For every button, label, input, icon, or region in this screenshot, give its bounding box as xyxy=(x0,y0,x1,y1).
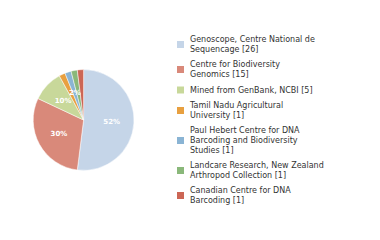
svg-text:Mined from GenBank, NCBI [5]: Mined from GenBank, NCBI [5] xyxy=(190,86,313,95)
svg-text:Centre for Biodiversity: Centre for Biodiversity xyxy=(190,60,280,69)
svg-text:Canadian Centre for DNA: Canadian Centre for DNA xyxy=(190,186,291,195)
svg-text:52%: 52% xyxy=(103,118,120,126)
svg-text:Studies [1]: Studies [1] xyxy=(190,146,234,155)
svg-text:Landcare Research, New Zealand: Landcare Research, New Zealand xyxy=(190,161,324,170)
svg-text:Barcoding [1]: Barcoding [1] xyxy=(190,196,244,205)
svg-text:Genoscope, Centre National de: Genoscope, Centre National de xyxy=(190,35,315,44)
svg-text:Sequencage [26]: Sequencage [26] xyxy=(190,45,258,54)
svg-text:Arthropod Collection [1]: Arthropod Collection [1] xyxy=(190,171,286,180)
svg-text:University [1]: University [1] xyxy=(190,111,244,120)
svg-text:2%: 2% xyxy=(69,89,81,97)
svg-text:Paul Hebert Centre for DNA: Paul Hebert Centre for DNA xyxy=(190,126,300,135)
svg-text:Barcoding and Biodiversity: Barcoding and Biodiversity xyxy=(190,136,298,145)
svg-text:Genomics [15]: Genomics [15] xyxy=(190,70,249,79)
svg-text:10%: 10% xyxy=(55,97,72,105)
svg-text:30%: 30% xyxy=(51,130,68,138)
svg-text:Tamil Nadu Agricultural: Tamil Nadu Agricultural xyxy=(189,101,283,110)
